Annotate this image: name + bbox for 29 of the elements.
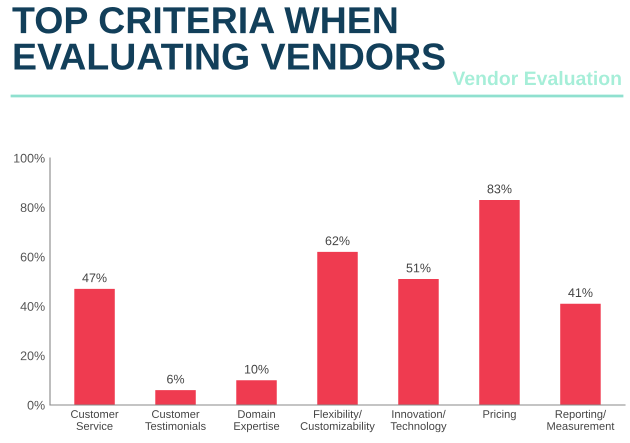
data-label: 10% xyxy=(244,364,269,374)
y-tick-label: 80% xyxy=(20,203,45,212)
chart-title: TOP CRITERIA WHEN EVALUATING VENDORS xyxy=(12,6,445,70)
y-tick-label: 0% xyxy=(28,400,45,410)
y-tick-label: 60% xyxy=(20,252,45,262)
y-tick-label: 40% xyxy=(20,302,45,311)
y-tick-label: 20% xyxy=(20,351,45,360)
data-label: 51% xyxy=(406,264,431,272)
bar xyxy=(74,288,115,405)
x-tick-label: Innovation/ Technology xyxy=(390,410,447,432)
y-tick-label: 100% xyxy=(14,154,45,163)
bar xyxy=(317,252,358,405)
x-tick-label: Reporting/ Measurement xyxy=(547,410,614,430)
data-label: 83% xyxy=(488,184,512,194)
data-label: 47% xyxy=(82,273,107,282)
bar xyxy=(398,279,439,405)
data-label: 41% xyxy=(568,288,593,298)
x-tick-label: Pricing xyxy=(483,410,516,420)
data-label: 62% xyxy=(326,236,350,246)
bar xyxy=(560,304,601,405)
x-tick-label: Domain Expertise xyxy=(234,410,280,432)
chart-subtitle: Vendor Evaluation xyxy=(452,70,621,86)
bar xyxy=(155,390,196,405)
x-tick-label: Customer Service xyxy=(71,410,118,430)
x-tick-label: Flexibility/ Customizability xyxy=(300,410,375,432)
bar xyxy=(479,200,520,405)
x-tick-label: Customer Testimonials xyxy=(145,410,206,430)
bar xyxy=(236,380,277,405)
data-label: 6% xyxy=(167,374,184,384)
